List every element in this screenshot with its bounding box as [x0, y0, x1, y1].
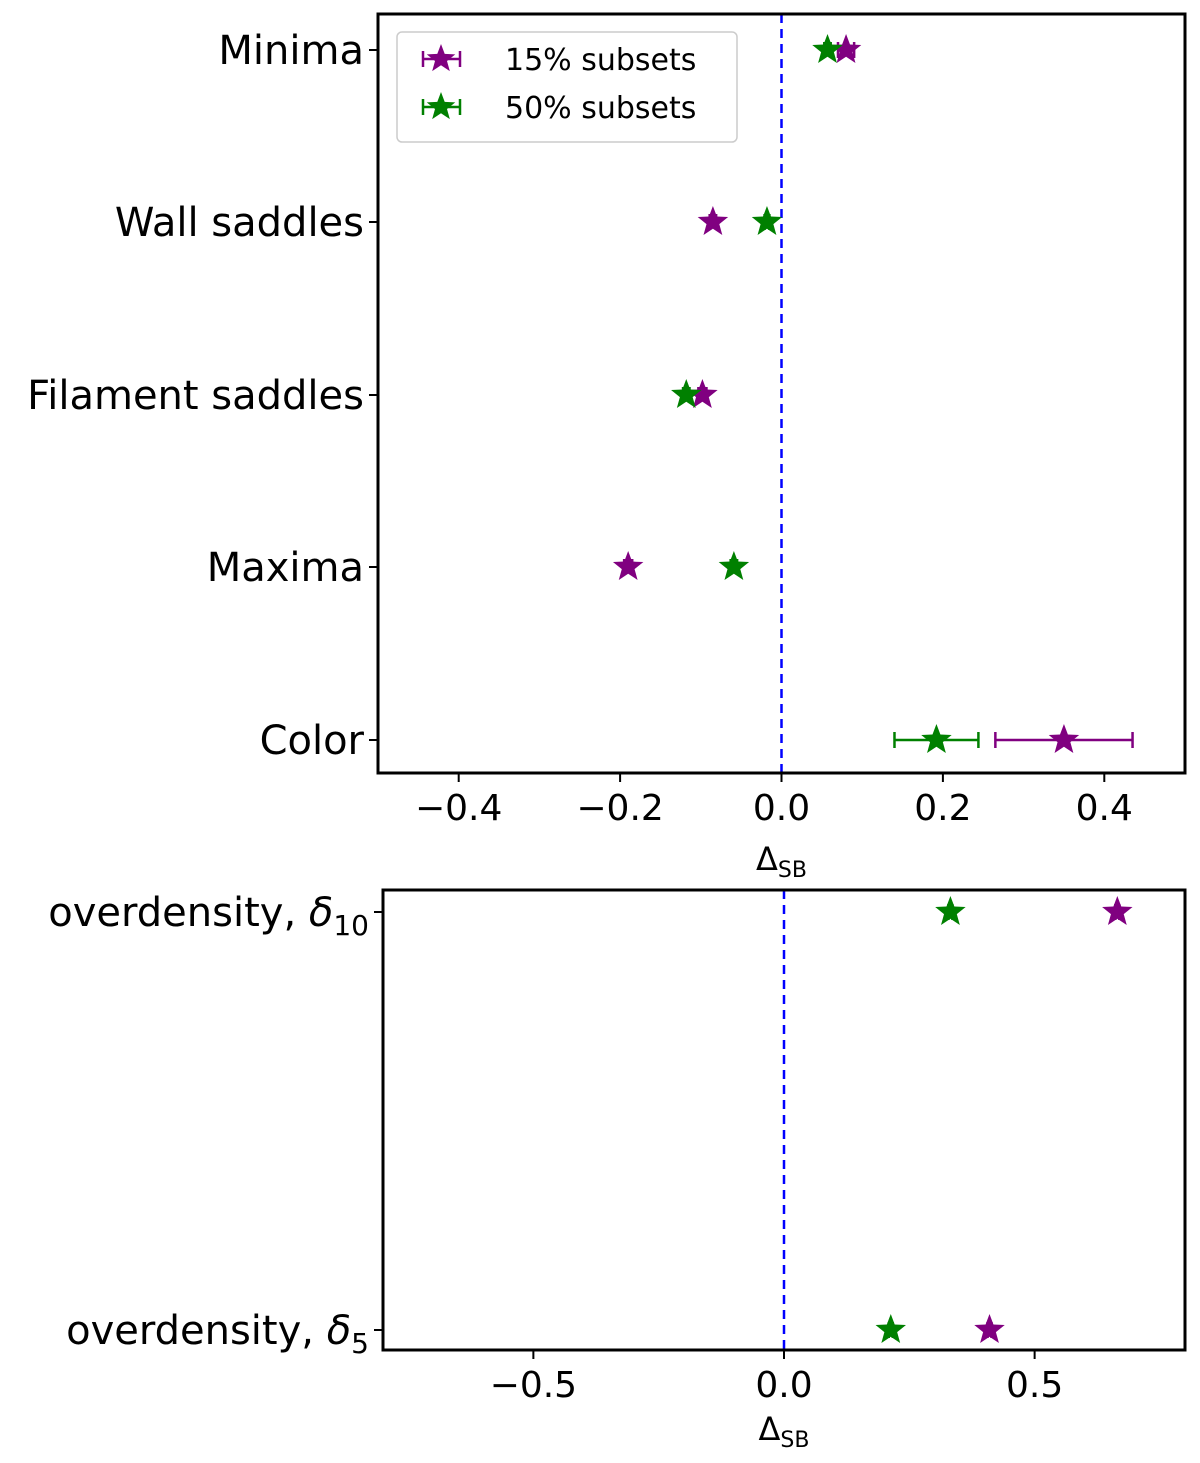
series-1-star-2 — [697, 206, 729, 235]
series-2-star-4 — [718, 551, 750, 580]
x-axis-label-subscript: SB — [778, 858, 807, 883]
category-label: Wall saddles — [115, 200, 364, 246]
category-label: Filament saddles — [27, 373, 364, 419]
series-2-star-2 — [875, 1314, 906, 1343]
x-axis-label: ΔSB — [756, 840, 807, 883]
series-1-star-4 — [612, 551, 644, 580]
x-tick-label: 0.0 — [755, 1365, 812, 1406]
series-2-star-1 — [935, 896, 966, 925]
series-1-star-3 — [687, 379, 718, 408]
series-1-star-5 — [1048, 724, 1080, 753]
x-axis-label-text: Δ — [756, 840, 778, 878]
series-2-star-1 — [812, 34, 843, 63]
legend: 15% subsets 50% subsets — [396, 31, 738, 143]
category-label-subscript: 5 — [351, 1327, 369, 1360]
legend-label: 15% subsets — [505, 43, 696, 78]
legend-frame — [396, 31, 738, 143]
category-label: Minima — [218, 28, 364, 74]
series-1-star-2 — [974, 1314, 1005, 1343]
x-axis-label-subscript: SB — [780, 1428, 809, 1453]
top-panel: −0.4 −0.2 0.0 0.2 0.4 Minima Wall saddles Filam… — [27, 12, 1187, 883]
x-tick-label: 0.2 — [914, 788, 971, 829]
category-label-symbol: δ — [327, 1308, 351, 1354]
x-tick-label: 0.4 — [1076, 788, 1133, 829]
series-2-star-3 — [671, 379, 702, 408]
x-tick-label: 0.5 — [1006, 1365, 1063, 1406]
x-tick-label: −0.5 — [490, 1365, 577, 1406]
x-tick-label: −0.4 — [415, 788, 502, 829]
legend-star-1 — [426, 44, 456, 72]
x-tick-label: −0.2 — [576, 788, 663, 829]
series-1-star-1 — [830, 34, 862, 63]
category-label: overdensity, δ5 — [66, 1308, 369, 1360]
series-2-star-5 — [921, 724, 952, 753]
category-label-text: overdensity, — [48, 890, 309, 936]
category-label: overdensity, δ10 — [48, 890, 369, 942]
legend-label: 50% subsets — [505, 91, 696, 126]
x-axis-label: ΔSB — [759, 1410, 810, 1453]
category-label: Color — [260, 718, 365, 764]
series-1-star-1 — [1102, 896, 1133, 925]
legend-star-2 — [426, 92, 456, 120]
x-tick-label: 0.0 — [753, 788, 810, 829]
category-label-symbol: δ — [309, 890, 333, 936]
x-axis-label-text: Δ — [759, 1410, 781, 1448]
series-2-star-2 — [751, 206, 783, 235]
category-label-text: overdensity, — [66, 1308, 327, 1354]
category-label-subscript: 10 — [333, 909, 369, 942]
category-label: Maxima — [207, 545, 364, 591]
